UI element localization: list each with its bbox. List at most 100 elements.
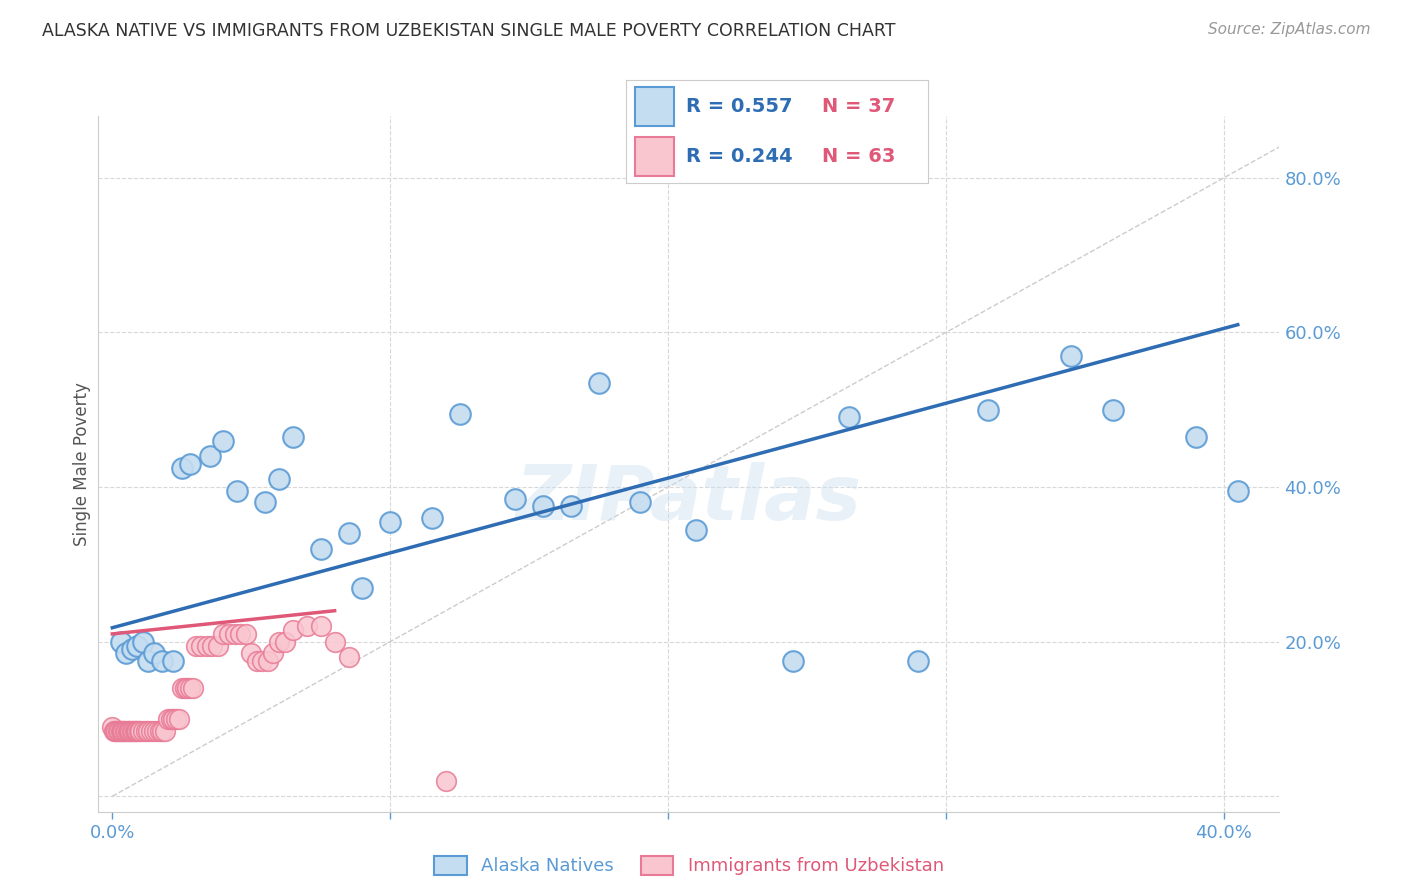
Point <box>165 712 187 726</box>
Point <box>138 723 160 738</box>
Point <box>254 495 277 509</box>
Point <box>503 491 526 506</box>
Text: N = 37: N = 37 <box>823 97 896 117</box>
Point <box>226 483 249 498</box>
Text: R = 0.557: R = 0.557 <box>686 97 793 117</box>
Point <box>907 654 929 668</box>
Point <box>125 723 148 738</box>
Point <box>176 681 198 695</box>
Point <box>240 646 263 660</box>
Point <box>118 723 141 738</box>
Text: N = 63: N = 63 <box>823 146 896 166</box>
Point <box>105 723 128 738</box>
Point <box>184 639 207 653</box>
Point <box>170 460 193 475</box>
Point <box>257 654 280 668</box>
Point <box>127 639 149 653</box>
Point <box>110 723 132 738</box>
Bar <box>634 136 673 176</box>
Point <box>449 407 471 421</box>
Point <box>207 639 229 653</box>
Point <box>108 723 131 738</box>
Point <box>132 634 155 648</box>
Point <box>150 654 173 668</box>
Point <box>135 723 157 738</box>
Point <box>162 654 184 668</box>
Point <box>120 723 142 738</box>
Point <box>1185 430 1208 444</box>
Point <box>560 500 582 514</box>
Point <box>121 642 143 657</box>
Point <box>246 654 269 668</box>
Point <box>531 500 554 514</box>
Point <box>337 650 360 665</box>
Point <box>976 402 998 417</box>
Point <box>143 646 166 660</box>
Point <box>141 723 163 738</box>
Point <box>352 581 374 595</box>
Point <box>380 515 402 529</box>
Point <box>218 627 240 641</box>
Point <box>273 634 295 648</box>
Point <box>103 723 125 738</box>
Point <box>295 619 318 633</box>
Text: ALASKA NATIVE VS IMMIGRANTS FROM UZBEKISTAN SINGLE MALE POVERTY CORRELATION CHAR: ALASKA NATIVE VS IMMIGRANTS FROM UZBEKIS… <box>42 22 896 40</box>
Point <box>190 639 212 653</box>
Bar <box>634 87 673 127</box>
Point <box>112 723 135 738</box>
Point <box>782 654 804 668</box>
Point <box>212 627 235 641</box>
Point <box>838 410 860 425</box>
Point <box>146 723 169 738</box>
Point <box>122 723 145 738</box>
Point <box>104 723 127 738</box>
Point <box>179 457 201 471</box>
Point <box>1226 483 1249 498</box>
Point <box>252 654 274 668</box>
Point <box>170 681 193 695</box>
Point <box>1060 349 1083 363</box>
Point <box>153 723 176 738</box>
Point <box>1101 402 1123 417</box>
Point <box>156 712 179 726</box>
Point <box>337 526 360 541</box>
Point <box>267 472 290 486</box>
Point <box>281 623 304 637</box>
Point <box>162 712 184 726</box>
Point <box>267 634 290 648</box>
Point <box>148 723 170 738</box>
Point <box>173 681 195 695</box>
Point <box>588 376 610 390</box>
Point <box>229 627 252 641</box>
Point <box>181 681 204 695</box>
Point <box>124 723 146 738</box>
Point <box>685 523 707 537</box>
Point <box>150 723 173 738</box>
Point <box>114 723 136 738</box>
Point <box>101 720 124 734</box>
Point <box>138 654 160 668</box>
Point <box>132 723 155 738</box>
Text: R = 0.244: R = 0.244 <box>686 146 793 166</box>
Point <box>179 681 201 695</box>
Point <box>167 712 190 726</box>
Point <box>107 723 129 738</box>
Point <box>281 430 304 444</box>
Point <box>323 634 346 648</box>
Text: Source: ZipAtlas.com: Source: ZipAtlas.com <box>1208 22 1371 37</box>
Y-axis label: Single Male Poverty: Single Male Poverty <box>73 382 91 546</box>
Point <box>111 723 134 738</box>
Point <box>128 723 150 738</box>
Point <box>212 434 235 448</box>
Point <box>309 541 332 556</box>
Point <box>115 723 138 738</box>
Point <box>121 723 143 738</box>
Point <box>110 634 132 648</box>
Point <box>420 511 443 525</box>
Point <box>195 639 218 653</box>
Text: ZIPatlas: ZIPatlas <box>516 462 862 535</box>
Point <box>143 723 166 738</box>
Point <box>628 495 651 509</box>
Point <box>309 619 332 633</box>
Point <box>235 627 257 641</box>
